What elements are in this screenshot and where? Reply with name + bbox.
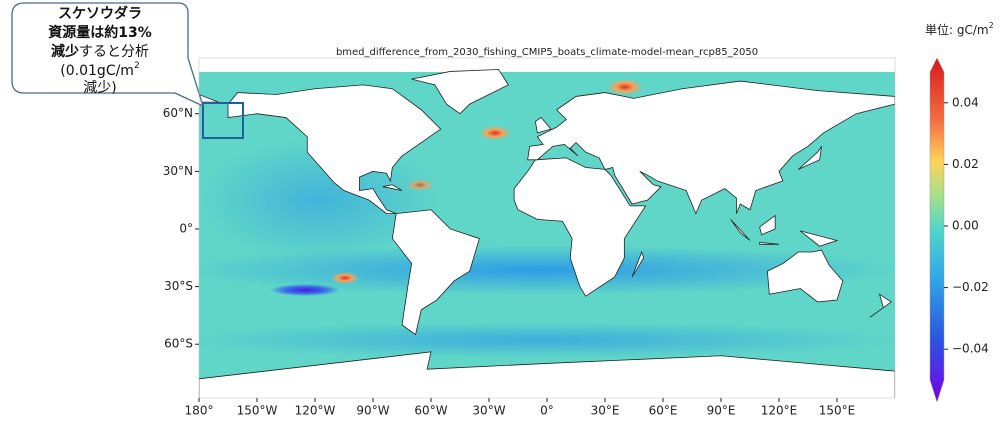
colorbar (929, 57, 945, 403)
land (513, 157, 647, 297)
lon-tick-label: 150°E (819, 404, 856, 418)
land (759, 214, 776, 236)
lon-tick-label: 30°E (591, 404, 620, 418)
lat-tick-label: 30°S (164, 279, 193, 293)
colorbar-tick-label: 0.02 (952, 157, 979, 171)
callout-line: 減少) (83, 79, 116, 96)
land (730, 219, 751, 241)
land (527, 80, 895, 215)
land (759, 241, 780, 245)
colorbar-tick-label: 0.04 (952, 95, 979, 109)
lon-tick-label: 30°W (472, 404, 505, 418)
unit-sup: 2 (989, 21, 994, 30)
callout-box (11, 2, 205, 108)
callout-line: (0.01gC/m2 (60, 61, 139, 80)
colorbar-tick-label: −0.02 (952, 280, 989, 294)
highlight-box (202, 102, 244, 139)
field (331, 272, 359, 284)
land (631, 250, 645, 278)
colorbar-tick-label: 0.00 (952, 219, 979, 233)
callout-text: (0.01gC/m (60, 63, 134, 79)
map-area (199, 58, 895, 398)
field (406, 179, 434, 191)
lon-tick-label: 150°W (237, 404, 278, 418)
land (869, 293, 892, 318)
unit-label: 単位: gC/m2 (925, 21, 994, 37)
lat-tick-label: 30°N (163, 164, 193, 178)
field (270, 284, 340, 296)
colorbar-tick-label: −0.04 (952, 342, 989, 356)
lon-tick-label: 90°E (707, 404, 736, 418)
lon-tick-label: 90°W (356, 404, 389, 418)
land (800, 230, 839, 247)
land (227, 84, 442, 214)
land (798, 146, 822, 170)
land (411, 69, 509, 115)
map-title: bmed_difference_from_2030_fishing_CMIP5_… (336, 47, 758, 58)
land (391, 209, 480, 336)
lat-tick-label: 0° (179, 221, 193, 235)
callout-line: スケソウダラ (58, 5, 142, 22)
land (766, 249, 844, 303)
lon-tick-label: 60°W (414, 404, 447, 418)
unit: 単位: gC/m (925, 22, 989, 37)
lat-tick-label: 60°S (164, 337, 193, 351)
callout-line: 減少すると分析 (51, 43, 149, 60)
callout-bold: 減少 (51, 43, 79, 60)
lon-tick-label: 60°E (649, 404, 678, 418)
callout-sup: 2 (134, 61, 140, 71)
field (607, 79, 643, 95)
lon-tick-label: 0° (540, 404, 554, 418)
field (199, 245, 895, 295)
lat-tick-label: 60°N (163, 106, 193, 120)
field (199, 322, 895, 358)
land (199, 351, 895, 398)
lon-tick-label: 180° (185, 404, 214, 418)
lon-tick-label: 120°W (295, 404, 336, 418)
lon-tick-label: 120°E (761, 404, 798, 418)
land (534, 117, 552, 134)
callout-text: すると分析 (79, 44, 149, 60)
field (479, 126, 511, 140)
land (382, 184, 403, 191)
callout-line: 資源量は約13% (48, 24, 152, 41)
ice (199, 58, 895, 72)
